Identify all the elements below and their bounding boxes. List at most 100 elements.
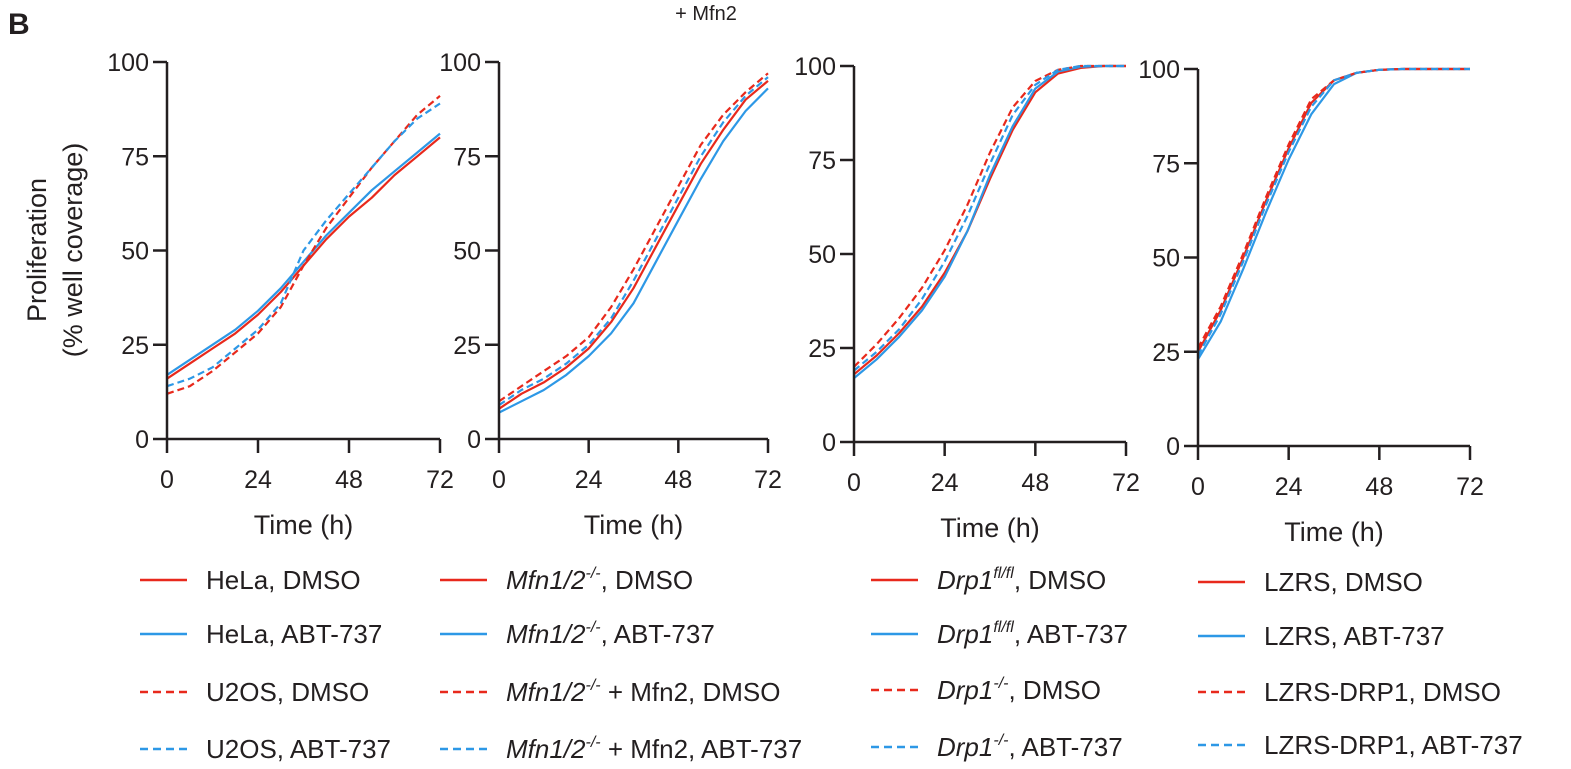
legend-item: Mfn1/2-/-, DMSO <box>440 565 693 595</box>
series-line-3-3 <box>853 64 1126 368</box>
legend-label: LZRS, ABT-737 <box>1264 621 1445 651</box>
plots: 0 25 50 75 100 0 24 48 72 Time (h) 0 25 50 75 100 0 24 48… <box>107 49 1484 547</box>
legend-column-2: Mfn1/2-/-, DMSO Mfn1/2-/-, ABT-737 Mfn1/2-… <box>440 565 802 764</box>
legend-item: LZRS-DRP1, DMSO <box>1198 677 1501 707</box>
plot-panel-3: 0 25 50 75 100 0 24 48 72 Time (h) <box>794 53 1140 543</box>
legend-item: LZRS-DRP1, ABT-737 <box>1198 730 1523 760</box>
legend-label: Mfn1/2-/- + Mfn2, ABT-737 <box>506 734 802 764</box>
y-tick-label: 100 <box>107 49 149 77</box>
y-tick-label: 50 <box>453 238 481 266</box>
y-tick-label: 25 <box>453 332 481 360</box>
x-axis-title: Time (h) <box>584 510 684 540</box>
legend-item: LZRS, DMSO <box>1198 567 1423 597</box>
y-tick-label: 50 <box>1152 245 1180 273</box>
series-line-2-3 <box>498 72 769 403</box>
x-tick-label: 0 <box>847 469 861 497</box>
legend-item: Mfn1/2-/- + Mfn2, ABT-737 <box>440 734 802 764</box>
legend-column-4: LZRS, DMSO LZRS, ABT-737 LZRS-DRP1, DMSO LZ… <box>1198 567 1523 760</box>
plot-panel-2: 0 25 50 75 100 0 24 48 72 Time (h) <box>439 49 782 540</box>
y-tick-label: 75 <box>453 143 481 171</box>
x-tick-label: 0 <box>1191 473 1205 501</box>
y-tick-label: 50 <box>121 238 149 266</box>
plot-panel-4: 0 25 50 75 100 0 24 48 72 Time (h) <box>1138 56 1484 547</box>
series-line-4-2 <box>1197 67 1470 360</box>
legend-label: U2OS, ABT-737 <box>206 734 391 764</box>
legend-label: HeLa, ABT-737 <box>206 619 382 649</box>
y-tick-label: 100 <box>794 53 836 81</box>
x-tick-label: 24 <box>931 469 959 497</box>
series-line-4-1 <box>1197 67 1470 353</box>
y-axis-title-line2: (% well coverage) <box>58 143 88 358</box>
legend-column-3: Drp1fl/fl, DMSO Drp1fl/fl, ABT-737 Drp1-/-… <box>871 565 1128 762</box>
series-line-2-1 <box>498 80 769 410</box>
x-tick-label: 72 <box>1456 473 1484 501</box>
x-tick-label: 72 <box>754 466 782 494</box>
series-line-3-1 <box>853 64 1126 376</box>
series-line-4-4 <box>1197 67 1470 357</box>
series-line-1-4 <box>166 102 441 388</box>
x-tick-label: 48 <box>1365 473 1393 501</box>
legend-label: Mfn1/2-/-, ABT-737 <box>506 619 715 649</box>
legend-label: LZRS, DMSO <box>1264 567 1423 597</box>
series-line-3-4 <box>853 64 1126 372</box>
y-axis-title-line1: Proliferation <box>22 178 52 322</box>
y-tick-label: 100 <box>439 49 481 77</box>
legend-item: Drp1-/-, DMSO <box>871 675 1101 705</box>
legend-item: Drp1fl/fl, ABT-737 <box>871 619 1128 649</box>
x-axis-title: Time (h) <box>254 510 354 540</box>
legend-item: Drp1fl/fl, DMSO <box>871 565 1106 595</box>
legend-item: U2OS, ABT-737 <box>140 734 391 764</box>
y-tick-label: 50 <box>808 241 836 269</box>
series-line-2-4 <box>498 76 769 407</box>
plot-panel-1: 0 25 50 75 100 0 24 48 72 Time (h) <box>107 49 454 540</box>
series-line-2-2 <box>498 87 769 414</box>
x-tick-label: 48 <box>664 466 692 494</box>
x-axis-title: Time (h) <box>940 513 1040 543</box>
legend-item: Mfn1/2-/-, ABT-737 <box>440 619 715 649</box>
legend-label: Mfn1/2-/- + Mfn2, DMSO <box>506 677 781 707</box>
top-partial-text: + Mfn2 <box>675 3 737 25</box>
x-tick-label: 72 <box>426 466 454 494</box>
legend-item: LZRS, ABT-737 <box>1198 621 1445 651</box>
x-tick-label: 24 <box>244 466 272 494</box>
x-tick-label: 48 <box>1021 469 1049 497</box>
y-tick-label: 0 <box>467 426 481 454</box>
y-tick-label: 25 <box>121 332 149 360</box>
x-tick-label: 24 <box>575 466 603 494</box>
legend-item: HeLa, DMSO <box>140 565 361 595</box>
legend-label: Drp1fl/fl, ABT-737 <box>937 619 1128 649</box>
x-tick-label: 72 <box>1112 469 1140 497</box>
legend-item: Drp1-/-, ABT-737 <box>871 732 1123 762</box>
series-line-4-3 <box>1197 67 1470 349</box>
legend-label: Drp1-/-, ABT-737 <box>937 732 1123 762</box>
x-tick-label: 0 <box>160 466 174 494</box>
y-tick-label: 0 <box>822 429 836 457</box>
legend-label: Mfn1/2-/-, DMSO <box>506 565 693 595</box>
y-tick-label: 75 <box>808 147 836 175</box>
legend-label: Drp1-/-, DMSO <box>937 675 1101 705</box>
x-tick-label: 48 <box>335 466 363 494</box>
x-tick-label: 0 <box>492 466 506 494</box>
panel-label: B <box>8 8 30 41</box>
y-tick-label: 100 <box>1138 56 1180 84</box>
y-tick-label: 25 <box>1152 339 1180 367</box>
legend-label: HeLa, DMSO <box>206 565 361 595</box>
x-axis-title: Time (h) <box>1284 517 1384 547</box>
legend-label: Drp1fl/fl, DMSO <box>937 565 1106 595</box>
y-tick-label: 75 <box>121 143 149 171</box>
legend-item: U2OS, DMSO <box>140 677 369 707</box>
legend-label: U2OS, DMSO <box>206 677 369 707</box>
y-tick-label: 0 <box>1166 433 1180 461</box>
legends: HeLa, DMSO HeLa, ABT-737 U2OS, DMSO U2OS, A… <box>140 565 1523 764</box>
y-tick-label: 0 <box>135 426 149 454</box>
legend-column-1: HeLa, DMSO HeLa, ABT-737 U2OS, DMSO U2OS, A… <box>140 565 391 764</box>
legend-label: LZRS-DRP1, DMSO <box>1264 677 1501 707</box>
x-tick-label: 24 <box>1275 473 1303 501</box>
series-line-1-1 <box>166 136 441 380</box>
series-line-3-2 <box>853 64 1126 379</box>
legend-item: Mfn1/2-/- + Mfn2, DMSO <box>440 677 781 707</box>
y-tick-label: 25 <box>808 335 836 363</box>
series-line-1-2 <box>166 132 441 376</box>
legend-item: HeLa, ABT-737 <box>140 619 382 649</box>
